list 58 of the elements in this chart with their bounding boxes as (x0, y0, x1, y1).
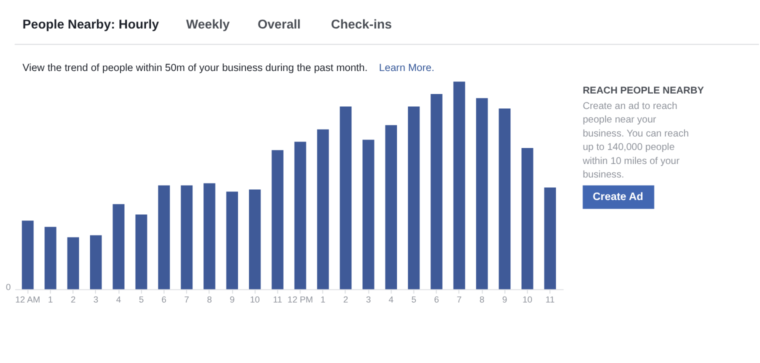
x-tick-label: 7 (184, 294, 190, 304)
text: REACH PEOPLE NEARBY (582, 85, 704, 96)
bar (317, 129, 329, 290)
x-tick-label: 9 (502, 294, 508, 304)
x-tick-label: 6 (162, 294, 167, 304)
text: People Nearby: Hourly (22, 16, 159, 32)
x-tick-label: 5 (411, 294, 416, 304)
bar (385, 125, 397, 290)
x-tick-label: 8 (480, 294, 484, 304)
text: Create an ad to reach people near your business. You can reach up to 140,000 people within 10 miles of your business. (582, 100, 689, 181)
x-tick-label: 10 (250, 294, 260, 304)
x-tick-label: 2 (70, 294, 76, 304)
bar (476, 98, 488, 290)
text: Overall (258, 16, 301, 32)
x-tick-label: 3 (366, 294, 371, 304)
bar (340, 106, 352, 290)
bar (90, 235, 102, 290)
x-tick-label: 2 (343, 294, 348, 304)
bar (272, 150, 284, 290)
x-tick-label: 6 (434, 294, 440, 304)
bar (204, 183, 216, 290)
text: Check-ins (331, 16, 392, 32)
bar (112, 204, 124, 290)
text: Learn More. (379, 62, 434, 74)
text: Create Ad (592, 191, 644, 204)
x-tick-label: 4 (116, 294, 122, 304)
bar (544, 187, 556, 290)
bar (135, 214, 148, 290)
bar (226, 192, 238, 290)
x-tick-label: 8 (206, 294, 212, 304)
bar (44, 226, 56, 290)
bar (453, 82, 466, 290)
bar (158, 185, 170, 290)
bar (522, 148, 534, 290)
bar (430, 94, 442, 290)
bar (67, 237, 80, 290)
x-tick-label: 10 (522, 294, 532, 304)
text: Weekly (186, 16, 230, 32)
chart-subtitle: View the trend of people within 50m of your business during the past month. (22, 62, 368, 74)
text: 0 (6, 282, 11, 292)
bar (362, 140, 374, 290)
bar (22, 220, 34, 290)
x-tick-label: 7 (456, 294, 462, 304)
bar (498, 108, 511, 290)
x-tick-label: 12 PM (288, 294, 313, 304)
bar (294, 142, 306, 290)
x-tick-label: 12 AM (15, 294, 40, 304)
x-tick-label: 4 (388, 294, 394, 304)
x-tick-label: 3 (93, 294, 98, 304)
x-tick-label: 1 (48, 294, 54, 304)
x-tick-label: 11 (546, 294, 555, 304)
x-tick-label: 1 (320, 294, 326, 304)
x-tick-label: 5 (138, 294, 144, 304)
x-tick-label: 9 (230, 294, 235, 304)
x-tick-label: 11 (272, 294, 282, 304)
bar (180, 185, 193, 290)
bar (248, 190, 261, 290)
bar (408, 106, 420, 290)
